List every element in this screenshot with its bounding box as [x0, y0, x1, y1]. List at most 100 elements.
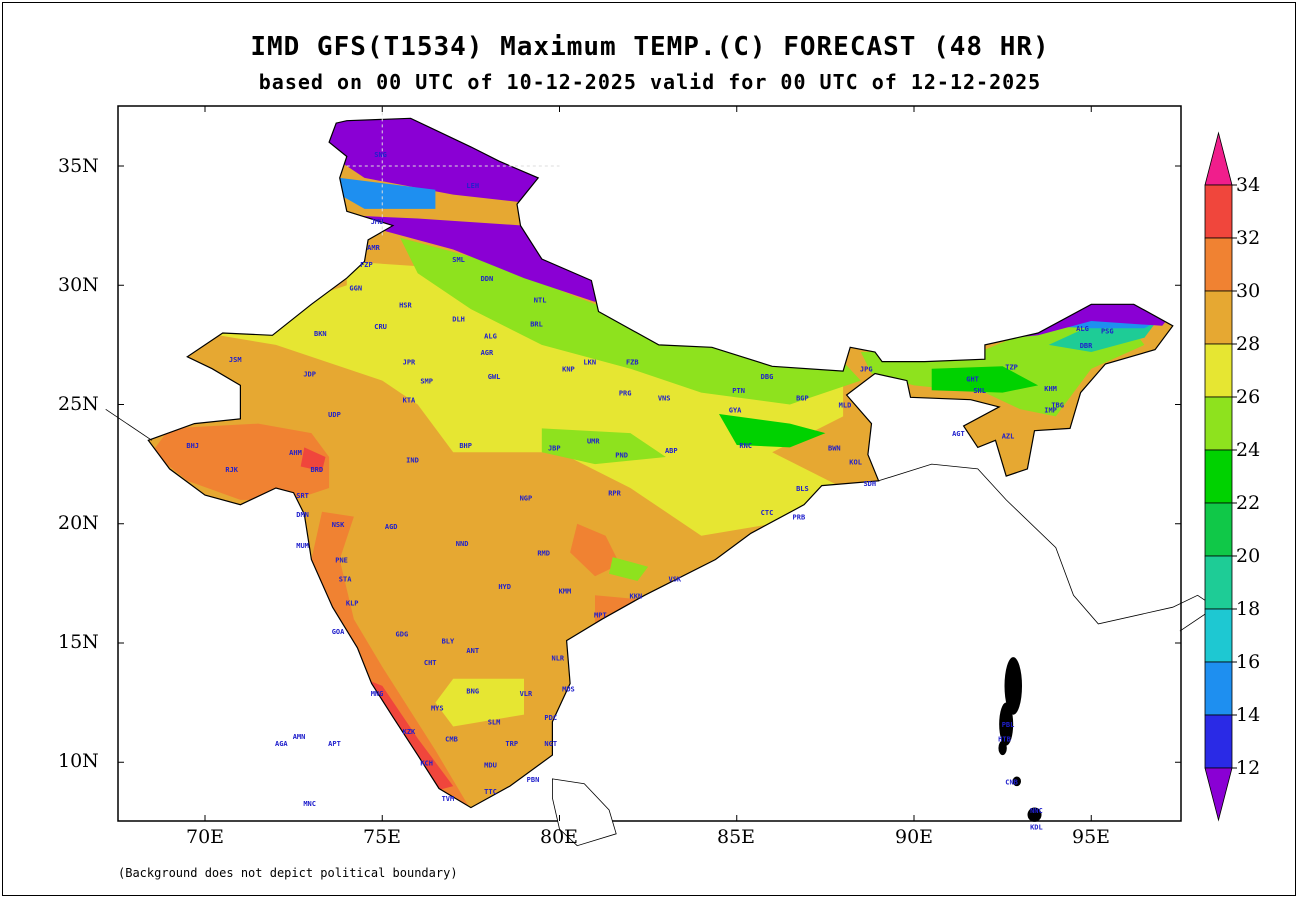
- temperature-zone: [329, 118, 560, 207]
- station-label: AMR: [367, 244, 380, 252]
- station-label: SMP: [420, 378, 433, 386]
- colorbar-segment: [1204, 555, 1233, 610]
- station-label: KHM: [1044, 385, 1057, 393]
- station-label: AGA: [275, 740, 288, 748]
- colorbar-segment: [1204, 502, 1233, 557]
- lon-label: 95E: [1072, 826, 1111, 848]
- station-label: LKN: [583, 359, 596, 367]
- station-label: CRU: [374, 323, 387, 331]
- sri-lanka-outline: [552, 778, 617, 847]
- station-label: FZP: [360, 261, 373, 269]
- station-label: RPR: [608, 490, 621, 498]
- chart-subtitle: based on 00 UTC of 10-12-2025 valid for …: [258, 70, 1042, 94]
- station-label: BHJ: [186, 442, 199, 450]
- station-label: UMR: [587, 437, 600, 445]
- station-label: DLH: [452, 316, 465, 324]
- colorbar-segment: [1204, 661, 1233, 716]
- station-label: NLR: [552, 654, 565, 662]
- colorbar-segment: [1204, 237, 1233, 292]
- station-label: NND: [456, 540, 469, 548]
- station-label: BHP: [459, 442, 472, 450]
- station-label: JPR: [403, 359, 416, 367]
- temperature-zone: [541, 428, 666, 465]
- station-label: JMU: [371, 218, 384, 226]
- station-label: CMB: [445, 735, 458, 743]
- lat-label: 20N: [58, 512, 99, 534]
- island: [1012, 776, 1022, 787]
- station-label: TVM: [442, 795, 455, 803]
- station-label: GOA: [332, 628, 345, 636]
- temperature-zone: [609, 557, 649, 581]
- colorbar-segment: [1204, 449, 1233, 504]
- station-label: SNG: [374, 151, 387, 159]
- station-label: TZP: [1005, 363, 1018, 371]
- station-label: TBG: [1051, 402, 1064, 410]
- station-label: JSM: [229, 356, 242, 364]
- station-label: GGN: [349, 285, 362, 293]
- station-label: NGT: [544, 740, 557, 748]
- colorbar-label: 26: [1236, 386, 1261, 408]
- station-label: GDG: [396, 630, 409, 638]
- colorbar-segment: [1204, 290, 1233, 345]
- colorbar-label: 14: [1236, 704, 1261, 726]
- station-label: SLM: [488, 719, 501, 727]
- station-label: BRL: [530, 320, 543, 328]
- station-label: TRP: [505, 740, 518, 748]
- lat-label: 25N: [58, 393, 99, 415]
- station-label: SDH: [863, 480, 876, 488]
- colorbar-label: 32: [1236, 227, 1261, 249]
- west-coast: [105, 408, 153, 441]
- station-label: PRG: [619, 390, 632, 398]
- station-label: MDS: [562, 685, 575, 693]
- station-label: UDP: [328, 411, 341, 419]
- station-label: MDU: [484, 762, 497, 770]
- station-label: BLY: [442, 638, 455, 646]
- station-label: VSK: [668, 576, 681, 584]
- temperature-zone: [300, 447, 326, 472]
- colorbar-label: 34: [1236, 174, 1261, 196]
- station-label: NSK: [332, 521, 345, 529]
- station-label: AGT: [952, 430, 965, 438]
- colorbar-arrow-bottom: [1204, 767, 1233, 822]
- station-label: DBR: [1080, 342, 1093, 350]
- lat-label: 10N: [58, 750, 99, 772]
- land-layer: [105, 106, 1217, 847]
- station-label: RMD: [537, 549, 550, 557]
- station-label: RNC: [739, 442, 752, 450]
- island: [1027, 807, 1042, 822]
- colorbar-label: 18: [1236, 598, 1261, 620]
- station-label: BGP: [796, 394, 809, 402]
- station-label: KOL: [849, 459, 862, 467]
- station-label: MPT: [594, 611, 607, 619]
- station-label: PTN: [732, 387, 745, 395]
- lat-label: 15N: [58, 631, 99, 653]
- station-label: PSG: [1101, 328, 1114, 336]
- colorbar-label: 12: [1236, 757, 1261, 779]
- temperature-zone: [339, 177, 436, 209]
- station-label: AGR: [481, 349, 494, 357]
- station-label: JBP: [548, 444, 561, 452]
- station-label: ANT: [466, 647, 479, 655]
- temperature-zone: [435, 678, 524, 727]
- temperature-zone: [151, 423, 330, 500]
- station-label: KMM: [559, 588, 572, 596]
- temperature-zone: [931, 366, 1039, 393]
- station-label: DMN: [296, 511, 309, 519]
- station-label: ABP: [665, 447, 678, 455]
- station-label: MYS: [431, 704, 444, 712]
- temperature-zone: [205, 261, 844, 536]
- chart-title: IMD GFS(T1534) Maximum TEMP.(C) FORECAST…: [250, 32, 1050, 62]
- station-label: ALG: [484, 332, 497, 340]
- station-label: IMP: [1044, 406, 1057, 414]
- temperature-contours: [151, 118, 1173, 808]
- temperature-zone: [570, 523, 620, 577]
- station-label: MNC: [303, 800, 316, 808]
- station-label: SRT: [296, 492, 309, 500]
- colorbar: [1204, 131, 1237, 822]
- station-label: KKN: [629, 592, 642, 600]
- station-label: BRD: [310, 466, 323, 474]
- station-label: CHT: [424, 659, 437, 667]
- colorbar-arrow-top: [1204, 131, 1233, 186]
- lon-label: 75E: [363, 826, 402, 848]
- station-label: JDP: [303, 370, 316, 378]
